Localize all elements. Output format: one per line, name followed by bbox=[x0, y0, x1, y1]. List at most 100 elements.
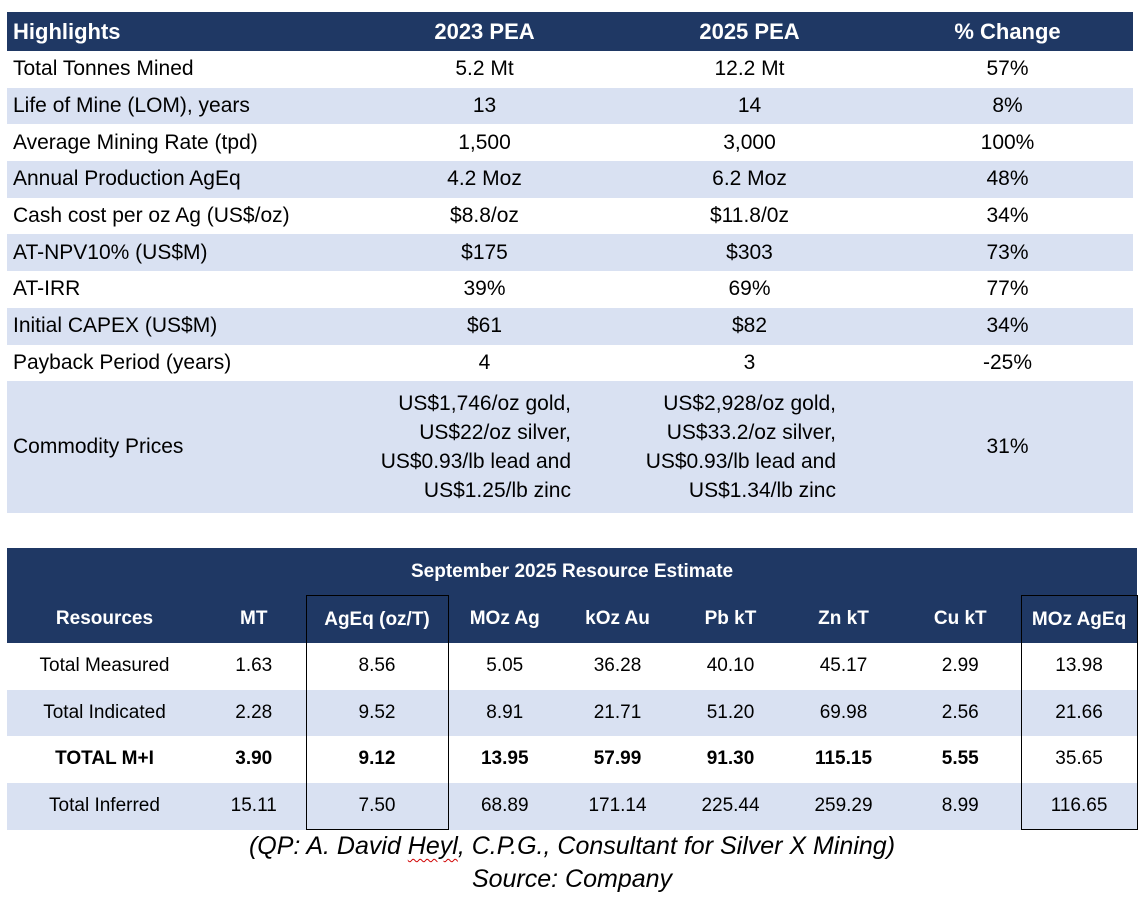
col-koz-au: kOz Au bbox=[561, 595, 674, 643]
cell-ageq-oz-t: 9.12 bbox=[305, 736, 448, 783]
row-label: AT-IRR bbox=[13, 277, 81, 301]
qp-suffix: , C.P.G., Consultant for Silver X Mining… bbox=[457, 832, 896, 860]
price-line: US$33.2/oz silver, bbox=[666, 421, 836, 445]
highlights-header-row: Highlights 2023 PEA 2025 PEA % Change bbox=[7, 12, 1133, 51]
cell-koz-au: 171.14 bbox=[561, 782, 674, 830]
resource-row: Total Inferred 15.11 7.50 68.89 171.14 2… bbox=[7, 782, 1138, 830]
row-label: AT-NPV10% (US$M) bbox=[7, 234, 352, 272]
cell-zn-kt: 259.29 bbox=[787, 782, 900, 830]
highlights-row: Total Tonnes Mined 5.2 Mt 12.2 Mt 57% bbox=[7, 51, 1133, 88]
resource-header-row: Resources MT AgEq (oz/T) MOz Ag kOz Au P… bbox=[7, 595, 1138, 643]
highlights-table: Highlights 2023 PEA 2025 PEA % Change To… bbox=[7, 12, 1133, 514]
value-change: 57% bbox=[986, 57, 1029, 81]
value-2025: 3 bbox=[743, 350, 756, 374]
value-2025: 69% bbox=[728, 277, 771, 301]
header-2023-pea: 2023 PEA bbox=[352, 12, 617, 51]
price-line: US$0.93/lb lead and bbox=[380, 450, 571, 474]
value-2023: 13 bbox=[352, 87, 617, 125]
highlights-row: Payback Period (years) 4 3 -25% bbox=[7, 345, 1133, 382]
highlights-row: AT-NPV10% (US$M) $175 $303 73% bbox=[7, 234, 1133, 272]
highlights-row: Cash cost per oz Ag (US$/oz) $8.8/oz $11… bbox=[7, 198, 1133, 235]
cell-cu-kt: 2.56 bbox=[900, 689, 1021, 736]
value-change: 34% bbox=[986, 204, 1029, 228]
cell-mt: 1.63 bbox=[235, 655, 273, 677]
value-2023: 39% bbox=[463, 277, 506, 301]
qp-name: Heyl bbox=[407, 832, 458, 860]
col-resources: Resources bbox=[7, 595, 202, 643]
price-line: US$1,746/oz gold, bbox=[398, 392, 571, 416]
value-change: 34% bbox=[882, 307, 1133, 345]
col-zn-kt: Zn kT bbox=[787, 595, 900, 643]
row-label: Life of Mine (LOM), years bbox=[7, 87, 352, 125]
value-2023: 4 bbox=[478, 350, 491, 374]
cell-resources: Total Inferred bbox=[7, 782, 202, 830]
resource-title-row: September 2025 Resource Estimate bbox=[7, 548, 1138, 596]
value-2023: $61 bbox=[352, 307, 617, 345]
cell-moz-ag: 13.95 bbox=[447, 736, 561, 783]
value-2025: 12.2 Mt bbox=[714, 57, 785, 81]
cell-moz-ageq: 35.65 bbox=[1020, 736, 1138, 783]
cell-moz-ag: 68.89 bbox=[447, 782, 561, 830]
cell-cu-kt: 5.55 bbox=[941, 748, 979, 770]
highlights-row: Annual Production AgEq 4.2 Moz 6.2 Moz 4… bbox=[7, 161, 1133, 198]
header-highlights: Highlights bbox=[7, 12, 352, 51]
cell-resources: Total Indicated bbox=[7, 689, 202, 736]
row-label: Commodity Prices bbox=[7, 381, 352, 514]
price-line: US$0.93/lb lead and bbox=[645, 450, 836, 474]
cell-moz-ag: 5.05 bbox=[447, 643, 561, 690]
cell-moz-ag: 8.91 bbox=[447, 689, 561, 736]
value-change: 31% bbox=[882, 381, 1133, 514]
row-label: Annual Production AgEq bbox=[7, 161, 352, 198]
header-pct-change: % Change bbox=[882, 12, 1133, 51]
commodity-2023: US$1,746/oz gold, US$22/oz silver, US$0.… bbox=[352, 381, 617, 514]
price-line: US$1.34/lb zinc bbox=[688, 479, 836, 503]
highlights-row: Initial CAPEX (US$M) $61 $82 34% bbox=[7, 307, 1133, 345]
cell-resources: TOTAL M+I bbox=[55, 748, 154, 770]
value-change: 100% bbox=[980, 130, 1035, 154]
header-2025-pea: 2025 PEA bbox=[617, 12, 882, 51]
cell-ageq-oz-t: 7.50 bbox=[305, 782, 448, 830]
value-2025: 14 bbox=[617, 87, 882, 125]
highlights-row: Life of Mine (LOM), years 13 14 8% bbox=[7, 87, 1133, 125]
col-moz-ag: MOz Ag bbox=[447, 595, 561, 643]
value-2025: $303 bbox=[617, 234, 882, 272]
cell-moz-ageq: 13.98 bbox=[1020, 643, 1138, 690]
cell-koz-au: 21.71 bbox=[561, 689, 674, 736]
row-label: Total Tonnes Mined bbox=[13, 57, 194, 81]
value-2023: 4.2 Moz bbox=[352, 161, 617, 198]
row-label: Average Mining Rate (tpd) bbox=[13, 130, 258, 154]
resource-row-total: TOTAL M+I 3.90 9.12 13.95 57.99 91.30 11… bbox=[7, 736, 1138, 783]
highlights-row: AT-IRR 39% 69% 77% bbox=[7, 271, 1133, 308]
value-change: -25% bbox=[982, 350, 1033, 374]
resource-row: Total Measured 1.63 8.56 5.05 36.28 40.1… bbox=[7, 643, 1138, 690]
value-change: 8% bbox=[882, 87, 1133, 125]
cell-pb-kt: 225.44 bbox=[674, 782, 787, 830]
cell-mt: 2.28 bbox=[202, 689, 306, 736]
cell-ageq-oz-t: 8.56 bbox=[305, 643, 448, 690]
commodity-prices-row: Commodity Prices US$1,746/oz gold, US$22… bbox=[7, 381, 1133, 514]
price-line: US$2,928/oz gold, bbox=[663, 392, 836, 416]
cell-zn-kt: 115.15 bbox=[814, 748, 873, 770]
highlights-row: Average Mining Rate (tpd) 1,500 3,000 10… bbox=[7, 124, 1133, 161]
qp-caption: (QP: A. David Heyl, C.P.G., Consultant f… bbox=[0, 832, 1144, 861]
qp-prefix: (QP: A. David bbox=[248, 832, 408, 860]
row-label: Initial CAPEX (US$M) bbox=[7, 307, 352, 345]
cell-koz-au: 36.28 bbox=[593, 655, 642, 677]
commodity-2025: US$2,928/oz gold, US$33.2/oz silver, US$… bbox=[617, 381, 882, 514]
price-line: US$22/oz silver, bbox=[419, 421, 571, 445]
resource-estimate-table: September 2025 Resource Estimate Resourc… bbox=[7, 548, 1138, 830]
value-2023: 5.2 Mt bbox=[455, 57, 514, 81]
value-2023: $8.8/oz bbox=[450, 204, 519, 228]
cell-mt: 15.11 bbox=[202, 782, 306, 830]
resource-title: September 2025 Resource Estimate bbox=[7, 548, 1138, 596]
source-caption: Source: Company bbox=[471, 865, 673, 893]
cell-pb-kt: 51.20 bbox=[674, 689, 787, 736]
price-line: US$1.25/lb zinc bbox=[423, 479, 571, 503]
cell-koz-au: 57.99 bbox=[593, 748, 642, 770]
value-2025: 3,000 bbox=[723, 130, 776, 154]
cell-ageq-oz-t: 9.52 bbox=[305, 689, 448, 736]
cell-resources: Total Measured bbox=[39, 655, 170, 677]
value-2025: 6.2 Moz bbox=[617, 161, 882, 198]
cell-moz-ageq: 21.66 bbox=[1020, 689, 1138, 736]
cell-moz-ageq: 116.65 bbox=[1020, 782, 1138, 830]
